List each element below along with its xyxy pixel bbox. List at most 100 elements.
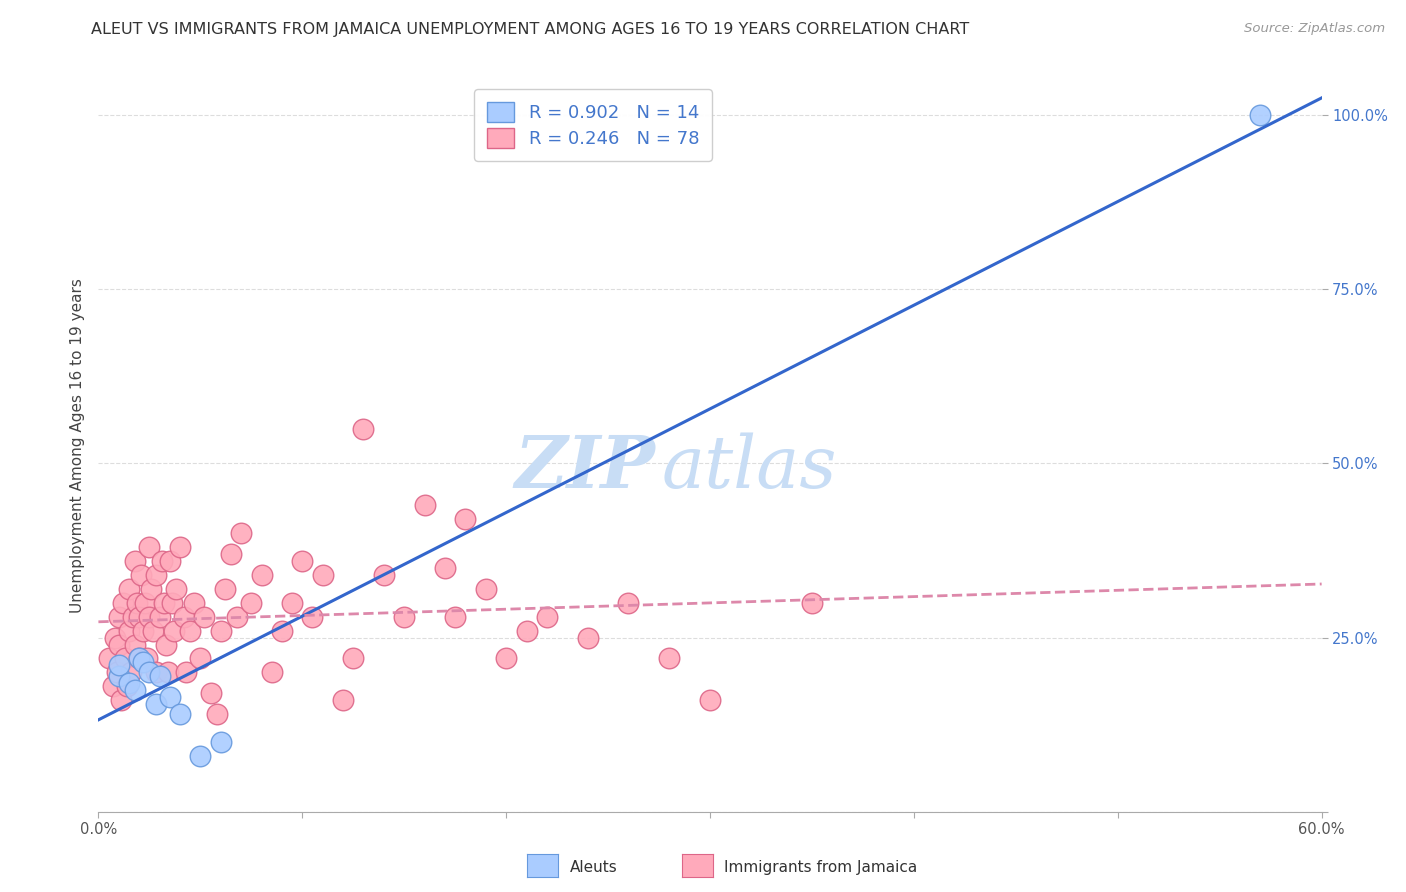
Y-axis label: Unemployment Among Ages 16 to 19 years: Unemployment Among Ages 16 to 19 years [69, 278, 84, 614]
Point [226, 609, 249, 624]
Point [342, 651, 364, 665]
Point [536, 609, 558, 624]
Point [114, 651, 136, 665]
Point [110, 693, 132, 707]
Point [138, 540, 160, 554]
Point [145, 665, 167, 680]
Point [145, 697, 167, 711]
Point [142, 624, 165, 638]
Point [219, 547, 242, 561]
Point [352, 421, 374, 435]
Point [128, 651, 150, 665]
Point [105, 665, 128, 680]
Text: Source: ZipAtlas.com: Source: ZipAtlas.com [1244, 22, 1385, 36]
Point [193, 609, 215, 624]
Point [122, 609, 145, 624]
Text: ZIP: ZIP [515, 433, 655, 503]
Point [104, 631, 127, 645]
Point [128, 609, 150, 624]
Point [444, 609, 467, 624]
Point [156, 665, 179, 680]
Point [209, 624, 232, 638]
Point [474, 582, 498, 596]
Point [120, 665, 142, 680]
Point [373, 567, 395, 582]
Point [270, 624, 294, 638]
Point [231, 526, 253, 541]
Point [134, 596, 156, 610]
Point [169, 707, 191, 722]
Point [108, 609, 131, 624]
Point [111, 596, 134, 610]
Point [188, 651, 212, 665]
Point [118, 676, 141, 690]
Point [209, 735, 232, 749]
Point [138, 665, 160, 680]
Point [205, 707, 228, 722]
Point [118, 624, 141, 638]
Point [115, 679, 138, 693]
Point [413, 498, 436, 512]
Point [155, 638, 177, 652]
Point [163, 624, 186, 638]
Point [495, 651, 517, 665]
Point [101, 679, 124, 693]
Point [124, 554, 146, 568]
Point [516, 624, 538, 638]
Point [149, 609, 172, 624]
Point [392, 609, 416, 624]
Point [260, 665, 283, 680]
Point [173, 609, 195, 624]
Point [97, 651, 120, 665]
Point [160, 596, 183, 610]
Point [128, 651, 150, 665]
Point [576, 631, 599, 645]
Point [145, 567, 167, 582]
Point [1249, 108, 1271, 122]
Point [434, 561, 457, 575]
Point [454, 512, 477, 526]
Point [179, 624, 201, 638]
Point [291, 554, 314, 568]
Point [108, 669, 131, 683]
Point [165, 582, 187, 596]
Point [108, 658, 131, 673]
Point [124, 638, 146, 652]
Point [132, 624, 155, 638]
Point [169, 540, 191, 554]
Legend: R = 0.902   N = 14, R = 0.246   N = 78: R = 0.902 N = 14, R = 0.246 N = 78 [474, 89, 711, 161]
Point [152, 596, 174, 610]
Point [658, 651, 681, 665]
Text: Aleuts: Aleuts [569, 861, 617, 875]
Point [150, 554, 173, 568]
Point [174, 665, 197, 680]
Text: ALEUT VS IMMIGRANTS FROM JAMAICA UNEMPLOYMENT AMONG AGES 16 TO 19 YEARS CORRELAT: ALEUT VS IMMIGRANTS FROM JAMAICA UNEMPLO… [91, 22, 970, 37]
Point [183, 596, 205, 610]
Point [250, 567, 273, 582]
Point [699, 693, 721, 707]
Point [129, 567, 152, 582]
Point [108, 638, 131, 652]
Point [240, 596, 263, 610]
Point [200, 686, 222, 700]
Point [124, 682, 146, 697]
Point [159, 554, 181, 568]
Point [214, 582, 236, 596]
Point [136, 651, 159, 665]
Point [301, 609, 323, 624]
Point [332, 693, 354, 707]
Point [138, 609, 160, 624]
Point [617, 596, 640, 610]
Point [159, 690, 181, 704]
Point [312, 567, 335, 582]
Text: Immigrants from Jamaica: Immigrants from Jamaica [724, 861, 917, 875]
Point [118, 582, 141, 596]
Point [127, 596, 149, 610]
Point [188, 749, 212, 764]
Point [141, 582, 163, 596]
Point [281, 596, 304, 610]
Point [132, 655, 155, 669]
Point [149, 669, 172, 683]
Point [801, 596, 824, 610]
Text: atlas: atlas [661, 433, 837, 503]
